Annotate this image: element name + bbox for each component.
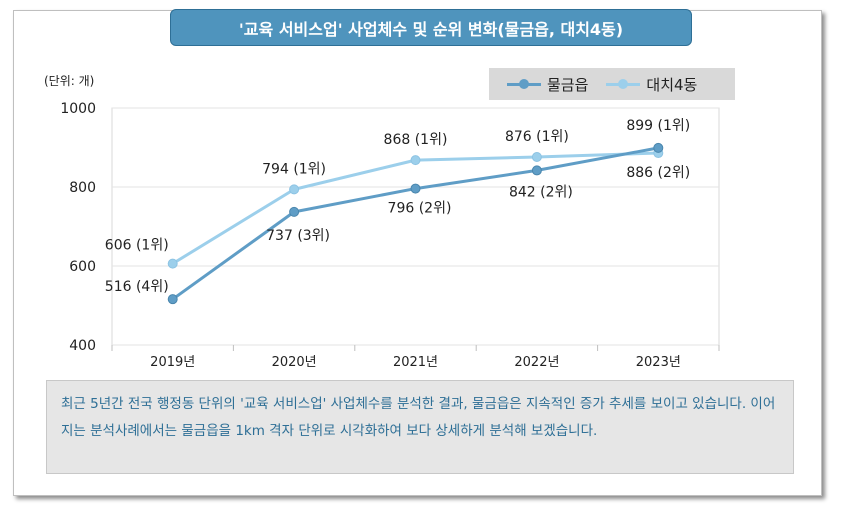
data-label: 516 (4위) bbox=[105, 279, 169, 295]
data-label: 899 (1위) bbox=[626, 118, 690, 134]
data-point bbox=[410, 155, 421, 166]
legend-swatch-mulgeum bbox=[507, 78, 541, 89]
data-point bbox=[289, 184, 300, 195]
data-point bbox=[653, 142, 664, 153]
data-point bbox=[289, 206, 300, 217]
x-tick-label: 2019년 bbox=[150, 355, 195, 370]
chart-title-box: '교육 서비스업' 사업체수 및 순위 변화(물금읍, 대치4동) bbox=[170, 9, 692, 46]
data-point bbox=[531, 151, 542, 162]
data-label: 868 (1위) bbox=[384, 132, 448, 148]
legend-item-mulgeum: 물금읍 bbox=[507, 74, 588, 95]
data-label: 876 (1위) bbox=[505, 129, 569, 145]
data-label: 737 (3위) bbox=[266, 228, 330, 244]
data-point bbox=[410, 183, 421, 194]
chart-title: '교육 서비스업' 사업체수 및 순위 변화(물금읍, 대치4동) bbox=[238, 19, 624, 39]
data-label: 842 (2위) bbox=[509, 184, 573, 200]
unit-label: (단위: 개) bbox=[44, 74, 95, 88]
legend-item-daechi: 대치4동 bbox=[606, 74, 697, 95]
y-tick-label: 400 bbox=[69, 338, 96, 354]
legend-swatch-daechi bbox=[606, 78, 641, 89]
legend-label-daechi: 대치4동 bbox=[646, 75, 698, 94]
analysis-note: 최근 5년간 전국 행정동 단위의 '교육 서비스업' 사업체수를 분석한 결과… bbox=[46, 380, 794, 474]
data-point bbox=[531, 165, 542, 176]
chart-legend: 물금읍 대치4동 bbox=[489, 68, 735, 100]
y-tick-label: 800 bbox=[69, 180, 96, 196]
x-tick-label: 2020년 bbox=[272, 355, 317, 370]
data-label: 606 (1위) bbox=[105, 238, 169, 254]
y-tick-label: 1000 bbox=[60, 101, 96, 117]
data-point bbox=[167, 258, 178, 269]
data-label: 886 (2위) bbox=[626, 165, 690, 181]
data-point bbox=[167, 294, 178, 305]
data-label: 794 (1위) bbox=[262, 161, 326, 177]
x-tick-label: 2022년 bbox=[514, 355, 559, 370]
legend-label-mulgeum: 물금읍 bbox=[547, 75, 589, 94]
x-tick-label: 2023년 bbox=[636, 355, 681, 370]
data-label: 796 (2위) bbox=[388, 201, 452, 217]
x-tick-label: 2021년 bbox=[393, 355, 438, 370]
y-tick-label: 600 bbox=[69, 259, 96, 275]
series-line-0 bbox=[171, 146, 659, 301]
